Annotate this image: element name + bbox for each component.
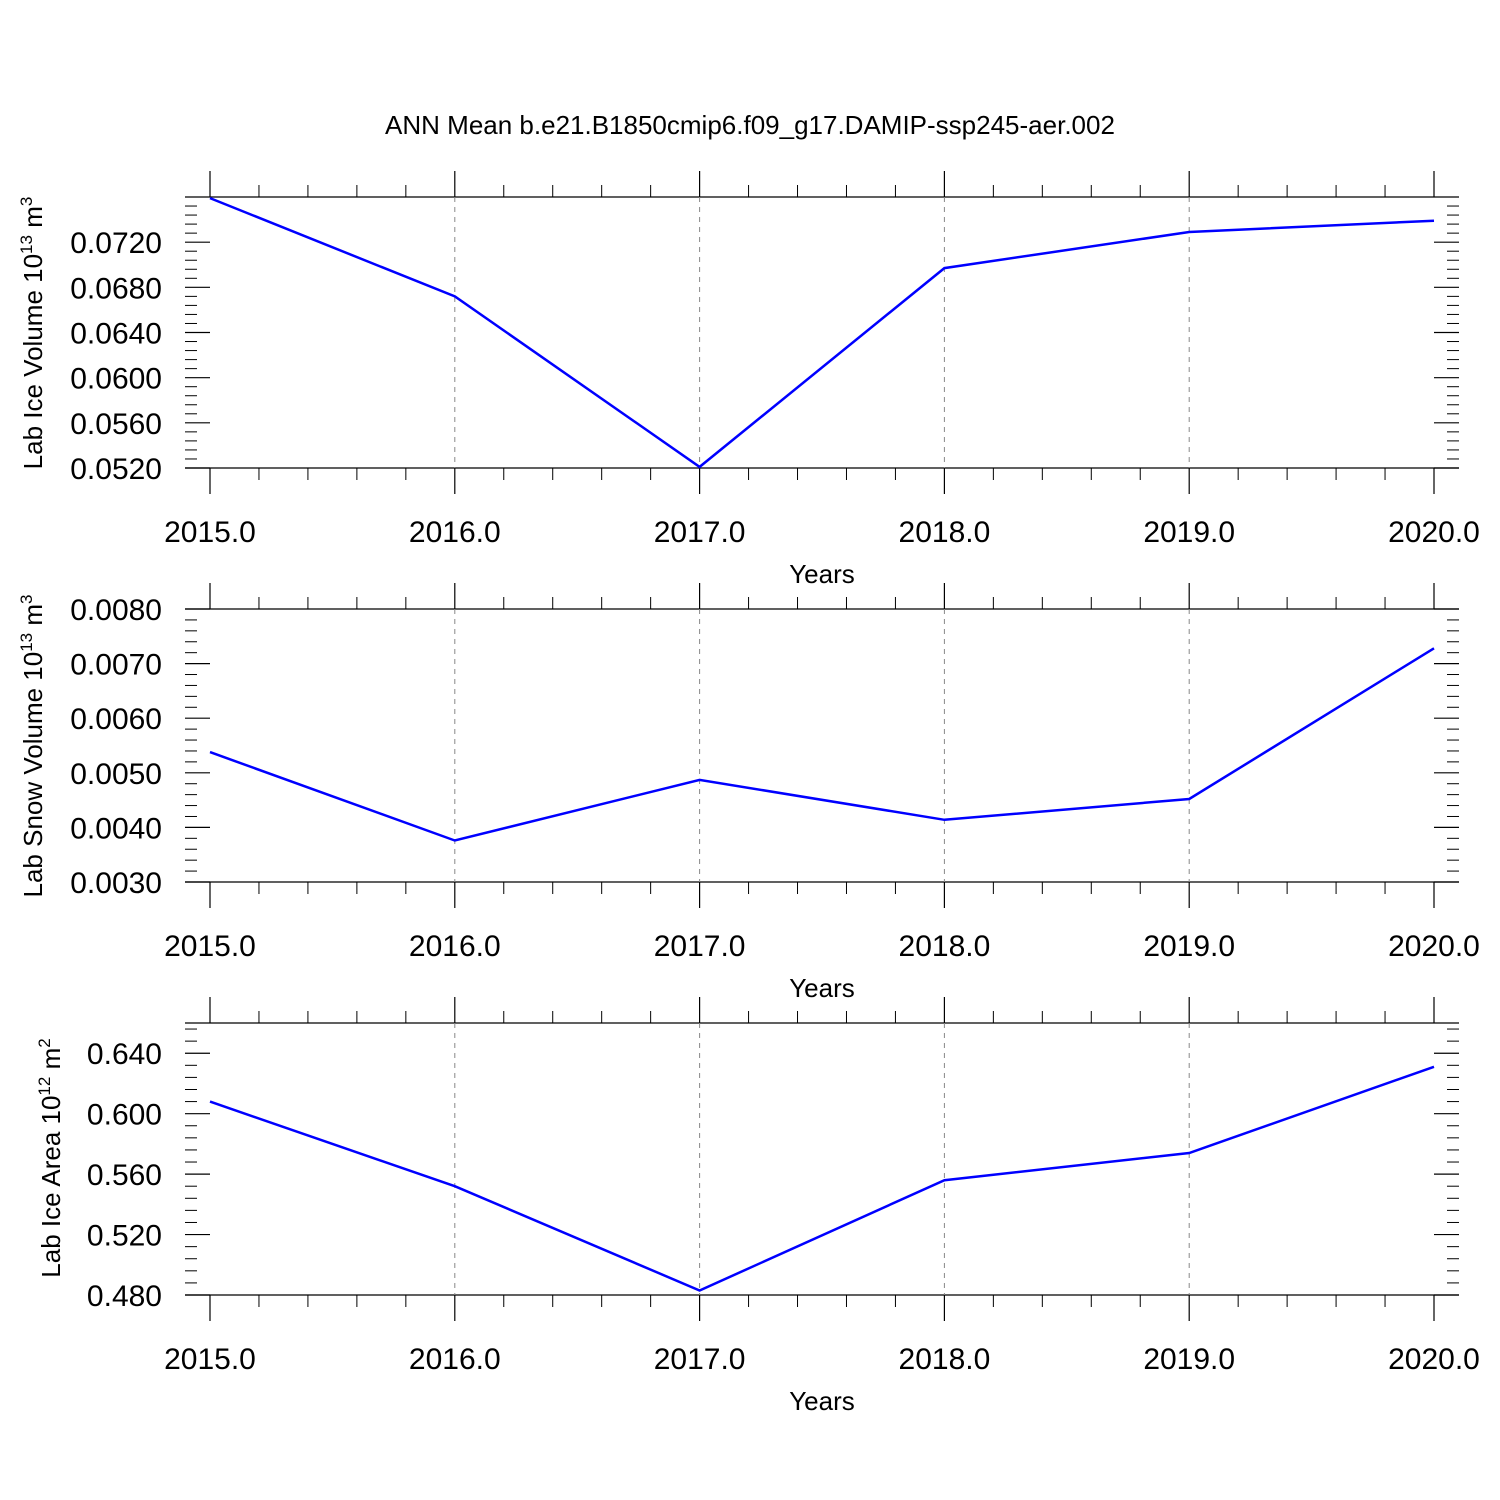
ice-volume-x-tick-label: 2020.0 [1388,516,1480,549]
snow-volume-ylabel: Lab Snow Volume 1013 m3 [17,594,48,897]
ice-volume-y-tick-label: 0.0720 [70,227,162,260]
ice-volume-x-tick-label: 2015.0 [164,516,256,549]
ice-volume-series-line [209,196,1435,469]
snow-volume-x-tick-label: 2016.0 [409,930,501,963]
snow-volume-y-tick-label: 0.0080 [70,594,162,627]
ice-area-x-tick-label: 2016.0 [409,1343,501,1376]
snow-volume-y-tick-label: 0.0060 [70,703,162,736]
snow-volume-y-tick-label: 0.0040 [70,812,162,845]
ice-volume-x-tick-label: 2017.0 [654,516,746,549]
snow-volume-y-tick-label: 0.0030 [70,867,162,900]
panel-ice-volume: 2015.0 2016.0 2017.0 2018.0 2019.0 2020.0 0.05… [17,171,1480,589]
snow-volume-xlabel: Years [789,973,855,1003]
snow-volume-plot-area: 2015.0 2016.0 2017.0 2018.0 2019.0 2020.0 0.00… [70,583,1480,963]
ice-area-ylabel: Lab Ice Area 1012 m2 [35,1038,66,1277]
ice-area-x-tick-label: 2015.0 [164,1343,256,1376]
ice-area-y-tick-label: 0.480 [87,1280,162,1313]
snow-volume-x-tick-label: 2017.0 [654,930,746,963]
ice-volume-y-tick-label: 0.0640 [70,318,162,351]
ice-area-y-tick-label: 0.520 [87,1220,162,1253]
snow-volume-x-tick-label: 2020.0 [1388,930,1480,963]
ice-area-x-tick-label: 2019.0 [1143,1343,1235,1376]
ice-volume-y-tick-label: 0.0600 [70,363,162,396]
snow-volume-series-line [209,647,1435,842]
ice-volume-x-tick-label: 2018.0 [899,516,991,549]
ice-area-series-line [209,1065,1435,1292]
ice-area-x-tick-label: 2020.0 [1388,1343,1480,1376]
ice-area-plot-area: 2015.0 2016.0 2017.0 2018.0 2019.0 2020.0 0.48… [87,997,1480,1376]
snow-volume-x-tick-label: 2019.0 [1143,930,1235,963]
ice-area-xlabel: Years [789,1386,855,1416]
ice-volume-plot-area: 2015.0 2016.0 2017.0 2018.0 2019.0 2020.0 0.05… [70,171,1480,549]
ice-volume-y-tick-label: 0.0520 [70,453,162,486]
ice-area-x-tick-label: 2018.0 [899,1343,991,1376]
ice-volume-y-tick-label: 0.0680 [70,272,162,305]
ice-volume-y-tick-label: 0.0560 [70,408,162,441]
ice-volume-xlabel: Years [789,559,855,589]
snow-volume-y-tick-label: 0.0070 [70,649,162,682]
ice-volume-x-tick-label: 2016.0 [409,516,501,549]
snow-volume-y-tick-label: 0.0050 [70,758,162,791]
ice-area-y-tick-label: 0.600 [87,1099,162,1132]
snow-volume-x-tick-label: 2018.0 [899,930,991,963]
ice-volume-ylabel: Lab Ice Volume 1013 m3 [17,197,48,470]
ice-area-y-tick-label: 0.640 [87,1038,162,1071]
figure-title: ANN Mean b.e21.B1850cmip6.f09_g17.DAMIP-… [385,110,1115,140]
snow-volume-x-tick-label: 2015.0 [164,930,256,963]
ice-volume-x-tick-label: 2019.0 [1143,516,1235,549]
ice-area-y-tick-label: 0.560 [87,1159,162,1192]
panel-ice-area: 2015.0 2016.0 2017.0 2018.0 2019.0 2020.0 0.48… [35,997,1480,1416]
ice-area-x-tick-label: 2017.0 [654,1343,746,1376]
panel-snow-volume: 2015.0 2016.0 2017.0 2018.0 2019.0 2020.0 0.00… [17,583,1480,1003]
